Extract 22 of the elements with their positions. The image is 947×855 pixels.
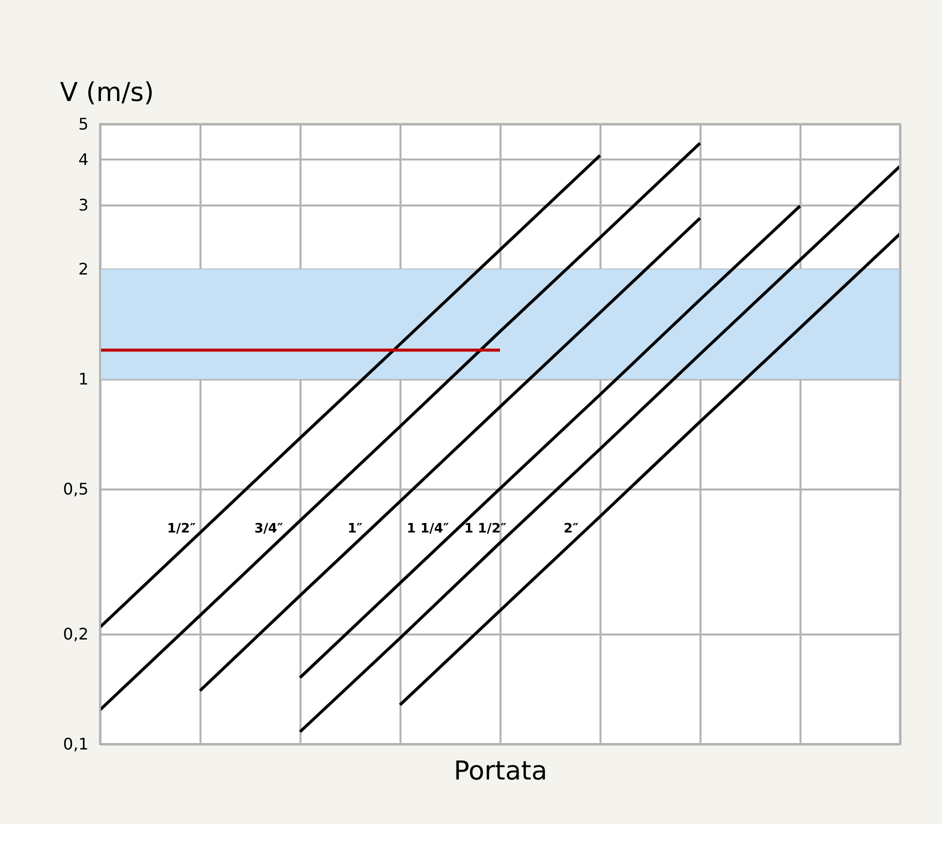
series-label: 3/4″ xyxy=(254,521,284,536)
series-label: 1 1/2″ xyxy=(464,521,507,536)
y-tick-label: 0,2 xyxy=(63,624,88,644)
line-series xyxy=(298,204,802,680)
x-axis-title: Portata xyxy=(454,756,548,786)
line-series xyxy=(398,232,902,706)
y-tick-label: 1 xyxy=(78,370,88,389)
series-label: 2″ xyxy=(564,521,579,536)
line-series xyxy=(98,154,602,629)
series-label: 1 1/4″ xyxy=(406,521,450,536)
y-axis-title: V (m/s) xyxy=(60,78,154,108)
y-tick-label: 0,1 xyxy=(63,734,88,754)
y-tick-label: 0,5 xyxy=(63,479,88,498)
line-series xyxy=(198,216,702,692)
series-label: 1″ xyxy=(348,521,363,536)
y-tick-label: 4 xyxy=(78,150,88,169)
series-label: 1/2″ xyxy=(167,521,196,536)
y-tick-label: 5 xyxy=(78,114,88,134)
y-tick-label: 3 xyxy=(78,195,88,214)
line-series xyxy=(98,142,702,712)
line-series xyxy=(298,164,902,734)
y-tick-label: 2 xyxy=(78,260,88,279)
